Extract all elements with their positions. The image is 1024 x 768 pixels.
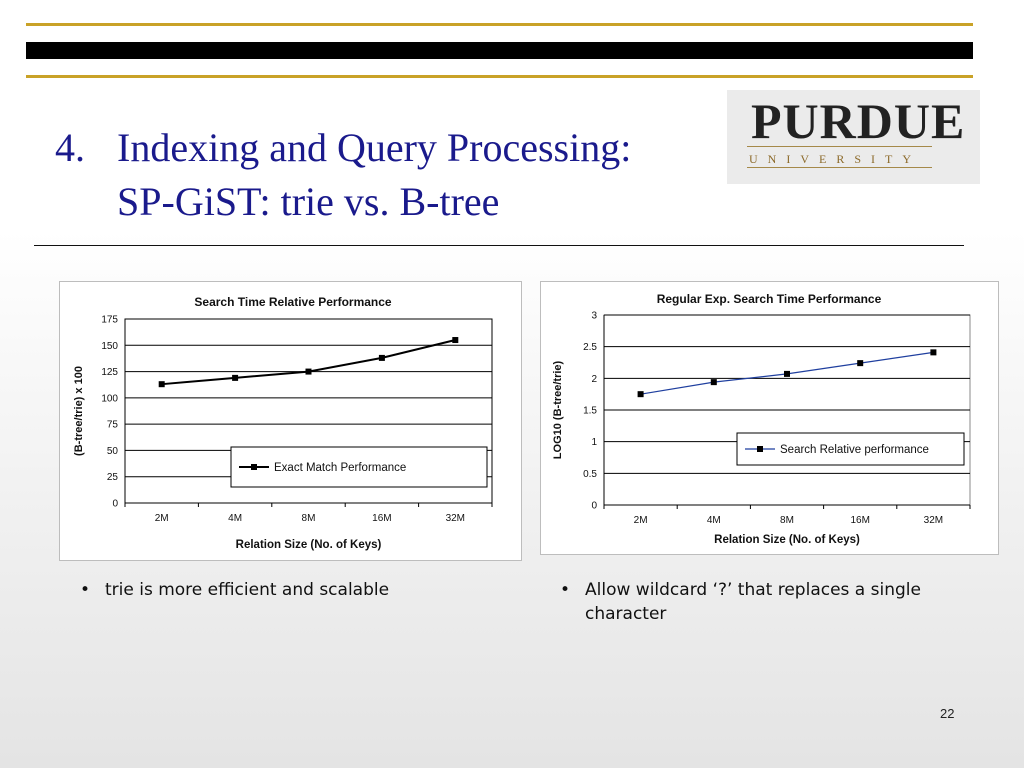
logo-subtitle: UNIVERSITY — [749, 152, 921, 166]
x-axis-label: Relation Size (No. of Keys) — [714, 534, 860, 546]
x-tick-label: 4M — [228, 513, 242, 524]
y-tick-label: 1 — [591, 437, 597, 448]
x-tick-label: 2M — [634, 515, 648, 526]
bullet-marker: • — [80, 580, 91, 600]
bullet-text: Allow wildcard ‘?’ that replaces a singl… — [585, 580, 921, 624]
y-axis-label: LOG10 (B-tree/trie) — [552, 360, 564, 459]
legend-label: Search Relative performance — [780, 444, 929, 456]
logo-rule — [747, 146, 932, 147]
search-time-chart: 0 25 50 75 100 125 150 175 2M 4M 8M 16M 32M Search Ti… — [59, 281, 522, 561]
legend-marker — [251, 464, 257, 470]
x-axis-label: Relation Size (No. of Keys) — [236, 539, 382, 551]
y-tick-label: 175 — [101, 315, 118, 326]
title-divider — [34, 245, 964, 246]
data-point — [452, 337, 459, 344]
top-gold-rule — [26, 23, 973, 26]
x-tick-label: 4M — [707, 515, 721, 526]
y-tick-label: 75 — [107, 420, 119, 431]
legend-box — [230, 446, 488, 488]
chart-title: Search Time Relative Performance — [194, 295, 392, 309]
x-tick-label: 32M — [446, 513, 465, 524]
y-tick-label: 150 — [101, 341, 118, 352]
data-point — [857, 360, 864, 367]
bullet-marker: • — [560, 580, 571, 600]
slide-title: Indexing and Query Processing: — [117, 125, 632, 170]
y-tick-label: 50 — [107, 446, 119, 457]
y-tick-label: 0.5 — [583, 469, 597, 480]
y-tick-label: 1.5 — [583, 406, 597, 417]
legend-label: Exact Match Performance — [274, 462, 406, 474]
logo-wordmark: PURDUE — [751, 93, 966, 149]
purdue-logo: PURDUE UNIVERSITY — [727, 90, 980, 184]
data-point — [158, 381, 165, 388]
data-point — [378, 354, 385, 361]
bullet-text: trie is more efficient and scalable — [105, 580, 390, 600]
data-point — [305, 368, 312, 375]
regex-search-chart: 0 0.5 1 1.5 2 2.5 3 2M 4M 8M 16M 32M Regular Exp. Se… — [540, 281, 999, 555]
y-tick-label: 100 — [101, 393, 118, 404]
search-time-chart-svg: 0 25 50 75 100 125 150 175 2M 4M 8M 16M 32M Search Ti… — [73, 295, 493, 551]
header-black-bar — [26, 42, 973, 59]
x-tick-label: 16M — [372, 513, 391, 524]
y-axis-label: (B-tree/trie) x 100 — [73, 366, 85, 456]
chart-title: Regular Exp. Search Time Performance — [657, 292, 882, 306]
title-number: 4. — [55, 125, 85, 170]
bullet-left: • trie is more efficient and scalable — [80, 578, 500, 608]
x-tick-label: 2M — [155, 513, 169, 524]
y-tick-label: 2 — [591, 374, 597, 385]
data-point — [637, 391, 644, 398]
bullet-right: • Allow wildcard ‘?’ that replaces a sin… — [560, 578, 990, 628]
y-tick-label: 0 — [112, 499, 118, 510]
y-tick-label: 2.5 — [583, 342, 597, 353]
x-tick-label: 8M — [780, 515, 794, 526]
legend-marker — [757, 446, 763, 452]
data-point — [784, 370, 790, 377]
data-point — [232, 374, 239, 381]
slide-subtitle: SP-GiST: trie vs. B-tree — [117, 179, 500, 224]
data-point — [710, 379, 717, 386]
y-tick-label: 25 — [107, 472, 119, 483]
x-tick-label: 16M — [850, 515, 869, 526]
page-number: 22 — [940, 706, 955, 721]
y-tick-label: 125 — [101, 367, 118, 378]
bottom-gold-rule — [26, 75, 973, 78]
logo-rule — [747, 167, 932, 168]
x-tick-label: 32M — [924, 515, 943, 526]
y-tick-label: 3 — [591, 311, 597, 322]
y-tick-label: 0 — [591, 501, 597, 512]
x-tick-label: 8M — [302, 513, 316, 524]
data-point — [930, 349, 937, 356]
